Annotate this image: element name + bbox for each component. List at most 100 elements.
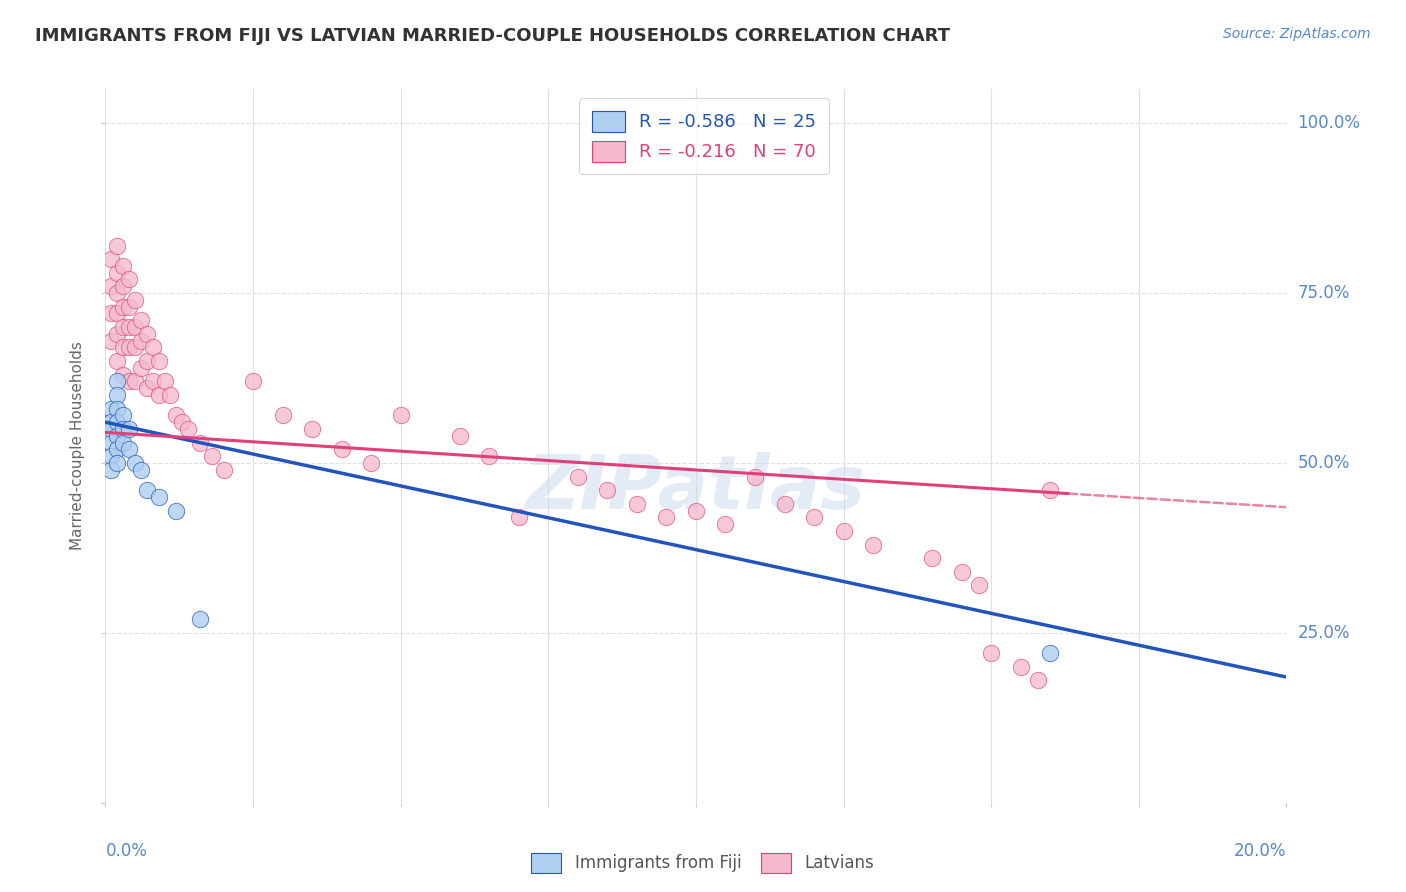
Point [1010,660,1032,674]
Point [142,341,165,355]
Point [212,463,235,477]
Text: 100.0%: 100.0% [1298,114,1361,132]
Point [188,435,211,450]
Text: 50.0%: 50.0% [1298,454,1350,472]
Point [112,435,135,450]
Point [105,429,128,443]
Point [105,388,128,402]
Point [1039,483,1062,498]
Text: Source: ZipAtlas.com: Source: ZipAtlas.com [1223,27,1371,41]
Point [508,510,530,524]
Point [100,449,122,463]
Point [271,409,294,423]
Text: 25.0%: 25.0% [1298,624,1350,642]
Legend: R = -0.586   N = 25, R = -0.216   N = 70: R = -0.586 N = 25, R = -0.216 N = 70 [579,98,828,174]
Point [100,279,122,293]
Point [980,646,1002,660]
Point [655,510,678,524]
Point [135,354,157,368]
Text: 20.0%: 20.0% [1234,842,1286,860]
Point [124,341,146,355]
Point [301,422,323,436]
Point [118,320,141,334]
Point [148,490,170,504]
Point [100,306,122,320]
Point [862,537,884,551]
Point [129,463,152,477]
Point [714,517,737,532]
Point [148,354,170,368]
Point [112,409,135,423]
Point [105,238,128,252]
Point [773,497,796,511]
Point [112,259,135,273]
Point [165,503,187,517]
Point [112,341,135,355]
Point [360,456,382,470]
Point [118,375,141,389]
Point [201,449,224,463]
Point [449,429,471,443]
Point [105,266,128,280]
Point [124,293,146,307]
Point [118,422,141,436]
Point [159,388,181,402]
Point [118,300,141,314]
Point [165,409,187,423]
Point [105,306,128,320]
Point [100,415,122,429]
Point [118,341,141,355]
Point [105,286,128,301]
Text: 0.0%: 0.0% [105,842,148,860]
Point [188,612,211,626]
Legend: Immigrants from Fiji, Latvians: Immigrants from Fiji, Latvians [524,847,882,880]
Point [177,422,200,436]
Point [112,300,135,314]
Point [105,354,128,368]
Point [100,252,122,266]
Y-axis label: Married-couple Households: Married-couple Households [70,342,86,550]
Point [153,375,176,389]
Point [596,483,619,498]
Point [124,375,146,389]
Point [242,375,264,389]
Point [105,375,128,389]
Point [105,401,128,416]
Point [105,415,128,429]
Point [112,320,135,334]
Point [112,368,135,382]
Point [142,375,165,389]
Point [112,422,135,436]
Point [389,409,412,423]
Point [1039,646,1062,660]
Point [148,388,170,402]
Point [105,456,128,470]
Point [744,469,766,483]
Point [478,449,501,463]
Point [950,565,973,579]
Point [921,551,943,566]
Point [100,334,122,348]
Point [135,483,157,498]
Point [100,435,122,450]
Point [100,401,122,416]
Text: IMMIGRANTS FROM FIJI VS LATVIAN MARRIED-COUPLE HOUSEHOLDS CORRELATION CHART: IMMIGRANTS FROM FIJI VS LATVIAN MARRIED-… [35,27,950,45]
Point [135,381,157,395]
Text: 75.0%: 75.0% [1298,284,1350,302]
Point [685,503,707,517]
Point [124,320,146,334]
Point [135,326,157,341]
Point [969,578,991,592]
Point [626,497,648,511]
Point [112,279,135,293]
Point [118,442,141,457]
Point [129,360,152,375]
Point [129,334,152,348]
Point [105,326,128,341]
Point [105,442,128,457]
Point [100,463,122,477]
Point [832,524,855,538]
Text: ZIPatlas: ZIPatlas [526,452,866,525]
Point [567,469,589,483]
Point [1028,673,1050,688]
